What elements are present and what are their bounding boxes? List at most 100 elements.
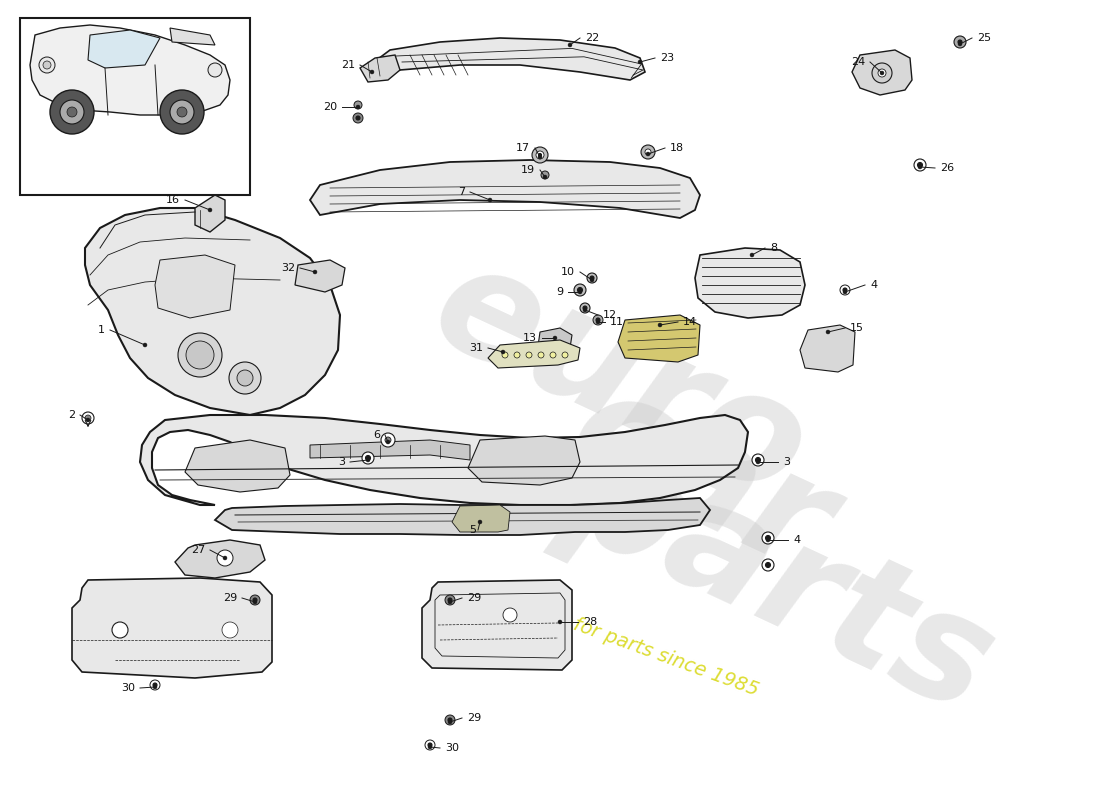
Text: 22: 22 <box>585 33 600 43</box>
Circle shape <box>872 63 892 83</box>
Text: 11: 11 <box>610 317 624 327</box>
Polygon shape <box>310 160 700 218</box>
Circle shape <box>553 336 557 340</box>
Circle shape <box>150 680 160 690</box>
Circle shape <box>532 147 548 163</box>
Circle shape <box>762 532 774 544</box>
Text: 30: 30 <box>446 743 459 753</box>
Circle shape <box>222 622 238 638</box>
Circle shape <box>356 116 360 120</box>
Text: car: car <box>547 356 854 604</box>
Text: 28: 28 <box>583 617 597 627</box>
Polygon shape <box>695 248 805 318</box>
Circle shape <box>314 270 317 274</box>
Circle shape <box>448 598 452 602</box>
Text: 17: 17 <box>516 143 530 153</box>
Text: 24: 24 <box>850 57 865 67</box>
Circle shape <box>366 458 370 462</box>
Circle shape <box>826 330 830 334</box>
Circle shape <box>208 208 212 212</box>
Circle shape <box>766 538 770 542</box>
Circle shape <box>160 90 204 134</box>
Text: 23: 23 <box>660 53 674 63</box>
Circle shape <box>86 418 90 422</box>
Circle shape <box>67 107 77 117</box>
Polygon shape <box>170 28 214 45</box>
Circle shape <box>958 42 962 46</box>
Polygon shape <box>195 195 226 232</box>
Circle shape <box>448 720 452 724</box>
Text: 4: 4 <box>793 535 800 545</box>
Circle shape <box>143 343 147 347</box>
Circle shape <box>503 608 517 622</box>
Text: 18: 18 <box>670 143 684 153</box>
Circle shape <box>478 520 482 524</box>
Circle shape <box>217 550 233 566</box>
Circle shape <box>381 433 395 447</box>
Circle shape <box>82 412 94 424</box>
Circle shape <box>354 101 362 109</box>
Circle shape <box>583 306 587 310</box>
Polygon shape <box>488 340 580 368</box>
Circle shape <box>558 620 562 624</box>
Circle shape <box>250 595 260 605</box>
Polygon shape <box>30 25 230 115</box>
Circle shape <box>370 70 374 74</box>
Text: 27: 27 <box>190 545 205 555</box>
Circle shape <box>428 745 432 749</box>
Circle shape <box>843 288 847 292</box>
Circle shape <box>646 152 650 156</box>
Circle shape <box>578 290 582 294</box>
Circle shape <box>186 341 214 369</box>
Circle shape <box>365 455 371 461</box>
Text: 32: 32 <box>280 263 295 273</box>
Circle shape <box>645 149 651 155</box>
Polygon shape <box>422 580 572 670</box>
Polygon shape <box>370 38 645 80</box>
Text: 9: 9 <box>556 287 563 297</box>
Text: 6: 6 <box>373 430 380 440</box>
Text: 20: 20 <box>323 102 337 112</box>
Circle shape <box>538 155 542 159</box>
Circle shape <box>658 323 662 327</box>
Circle shape <box>502 352 508 358</box>
Circle shape <box>526 352 532 358</box>
Text: 4: 4 <box>870 280 877 290</box>
Polygon shape <box>85 208 340 415</box>
Circle shape <box>587 273 597 283</box>
Circle shape <box>766 535 770 541</box>
Circle shape <box>583 308 587 312</box>
Polygon shape <box>214 498 710 535</box>
Text: 29: 29 <box>468 593 482 603</box>
Polygon shape <box>88 30 160 68</box>
Polygon shape <box>618 315 700 362</box>
Circle shape <box>562 352 568 358</box>
Circle shape <box>539 154 541 157</box>
Circle shape <box>386 440 390 444</box>
Circle shape <box>446 595 455 605</box>
Circle shape <box>178 333 222 377</box>
Text: 3: 3 <box>783 457 790 467</box>
Polygon shape <box>185 440 290 492</box>
Circle shape <box>574 284 586 296</box>
Circle shape <box>43 61 51 69</box>
Circle shape <box>638 60 642 64</box>
Polygon shape <box>155 255 235 318</box>
Circle shape <box>641 145 654 159</box>
Text: 8: 8 <box>770 243 777 253</box>
Circle shape <box>596 320 600 324</box>
Circle shape <box>917 162 923 167</box>
Circle shape <box>385 437 390 443</box>
Circle shape <box>766 562 770 567</box>
Circle shape <box>880 71 884 75</box>
Text: 3: 3 <box>338 457 345 467</box>
Circle shape <box>958 40 962 44</box>
Circle shape <box>85 415 91 421</box>
Circle shape <box>568 43 572 47</box>
Text: 29: 29 <box>468 713 482 723</box>
Text: 16: 16 <box>166 195 180 205</box>
Circle shape <box>50 90 94 134</box>
Circle shape <box>750 253 754 257</box>
Polygon shape <box>468 436 580 485</box>
Circle shape <box>356 105 360 109</box>
